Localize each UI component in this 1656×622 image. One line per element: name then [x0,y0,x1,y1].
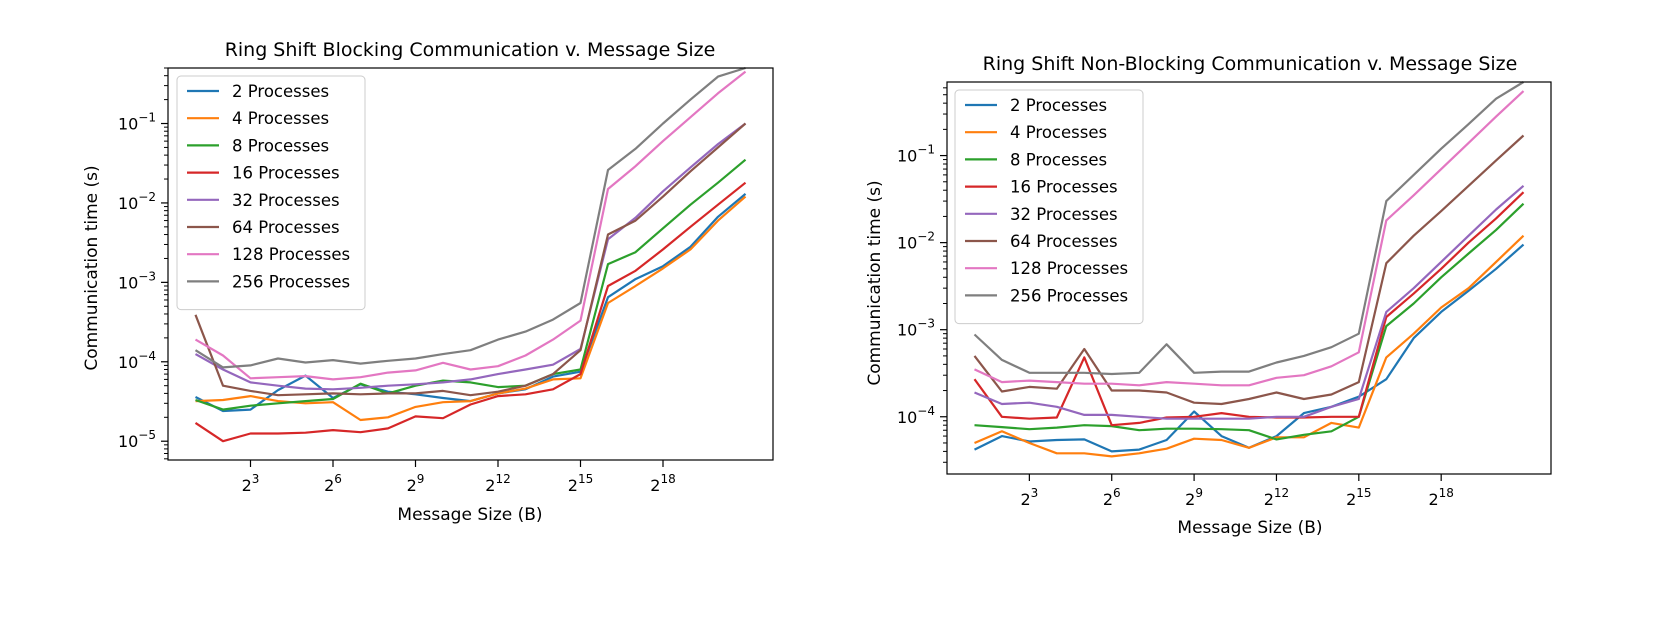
series-line-2 [195,158,747,411]
y-axis-label: Communication time (s) [82,165,102,370]
legend-label: 8 Processes [232,136,329,155]
y-tick-label: 10−4 [897,404,935,427]
y-tick-label: 10−5 [118,428,156,451]
legend-label: 2 Processes [1010,96,1107,115]
series-line-6 [974,90,1525,387]
legend-label: 32 Processes [232,191,340,210]
chart-title: Ring Shift Blocking Communication v. Mes… [225,39,716,61]
x-tick-label: 215 [568,472,593,495]
legend-label: 128 Processes [232,245,350,264]
chart-blocking: Ring Shift Blocking Communication v. Mes… [82,39,774,525]
x-axis-label: Message Size (B) [1177,518,1322,538]
x-tick-label: 29 [407,472,425,495]
series-line-2 [974,202,1525,441]
legend-label: 16 Processes [232,164,340,183]
legend-box [954,89,1144,325]
y-axis-label: Communication time (s) [865,180,885,385]
legend-label: 4 Processes [232,109,329,128]
legend-label: 128 Processes [1010,259,1128,278]
chart-title: Ring Shift Non-Blocking Communication v.… [983,53,1518,75]
legend-label: 64 Processes [232,218,340,237]
x-tick-label: 212 [1264,486,1289,509]
plot-frame [946,81,1552,475]
series-line-3 [194,181,747,443]
series-line-7 [194,66,746,369]
y-tick-label: 10−4 [118,349,156,372]
series-line-1 [974,234,1525,458]
y-tick-label: 10−2 [897,230,935,253]
x-tick-label: 212 [485,472,510,495]
legend-label: 16 Processes [1010,178,1118,197]
legend-label: 4 Processes [1010,123,1107,142]
y-tick-label: 10−3 [897,317,935,340]
x-tick-label: 218 [650,472,675,495]
series-line-6 [194,70,747,381]
x-tick-label: 215 [1346,486,1371,509]
y-tick-label: 10−3 [118,269,156,292]
legend: 2 Processes 4 Processes 8 Processes 16 Proc… [176,75,366,311]
series-line-3 [973,191,1525,427]
x-axis-label: Message Size (B) [397,505,542,525]
x-tick-label: 26 [1103,486,1121,509]
x-tick-label: 23 [242,472,260,495]
legend-label: 64 Processes [1010,232,1118,251]
series-line-4 [194,122,747,391]
chart-non-blocking: Ring Shift Non-Blocking Communication v.… [865,53,1552,538]
y-tick-label: 10−1 [118,111,156,134]
series-line-5 [194,122,747,397]
y-tick-label: 10−1 [897,143,935,166]
x-tick-label: 218 [1428,486,1453,509]
series-line-4 [974,184,1525,420]
series-line-7 [973,81,1525,376]
series-line-5 [973,134,1525,406]
legend-label: 8 Processes [1010,150,1107,169]
legend-label: 256 Processes [232,272,350,291]
legend-box [176,75,366,311]
x-tick-label: 26 [324,472,342,495]
x-tick-label: 29 [1185,486,1203,509]
x-tick-label: 23 [1020,486,1038,509]
legend: 2 Processes 4 Processes 8 Processes 16 Proc… [954,89,1144,325]
y-tick-label: 10−2 [118,190,156,213]
legend-label: 2 Processes [232,82,329,101]
legend-label: 32 Processes [1010,205,1118,224]
legend-label: 256 Processes [1010,286,1128,305]
plot-frame [167,67,774,461]
